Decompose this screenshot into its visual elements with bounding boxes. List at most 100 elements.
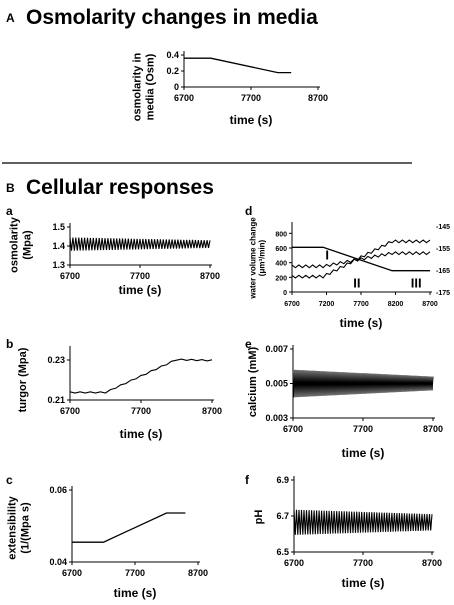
x-tick-label: 6700 [283, 424, 303, 434]
y-axis-label-line: (1/(Mpa s) [20, 502, 32, 554]
series-oscillation-0 [69, 358, 213, 394]
y-axis-label: water volume change(μm³/min) [249, 217, 267, 300]
x-tick-label: 8700 [422, 301, 438, 308]
y-tick-label: 0.04 [49, 557, 67, 567]
y-tick-label: 6.5 [276, 547, 289, 557]
panel-letter: a [6, 204, 13, 218]
chart-b-f: f 6.5 6.7 6.9 6700 7700 8700 time (s) pH [245, 473, 442, 590]
section-a-title: Osmolarity changes in media [26, 6, 318, 29]
x-axis-label: time (s) [114, 586, 157, 600]
x-tick-label: 8700 [422, 558, 442, 568]
x-axis-label: time (s) [119, 283, 162, 297]
charts: 0 0.2 0.4 6700 7700 8700 time (s) osmolarity in… [6, 50, 450, 600]
y-tick-label: 1.4 [52, 241, 65, 251]
y-tick-label: 6.7 [276, 511, 289, 521]
chart-b-b: b 0.21 0.23 6700 7700 8700 time (s) turgor (Mpa… [6, 337, 222, 441]
y-axis-label-line: turgor (Mpa) [17, 347, 29, 412]
x-axis-label: time (s) [120, 427, 163, 441]
panel-letter: f [245, 473, 250, 487]
annotation-label: I [325, 248, 329, 263]
panel-letter: b [6, 337, 13, 351]
y-axis-label: osmolarity inmedia (Osm) [132, 52, 157, 121]
x-tick-label: 8700 [308, 93, 328, 103]
y-axis-label: extensibility(1/(Mpa s) [7, 495, 32, 559]
y-axis-label: calcium (mM) [247, 347, 259, 418]
y-tick-label: 1.3 [52, 260, 65, 270]
y-tick-label: 800 [275, 231, 287, 238]
y2-tick-label: -155 [436, 246, 450, 253]
y-tick-label: 400 [275, 261, 287, 268]
chart-b-a: a 1.3 1.4 1.5 6700 7700 8700 time (s) osmolarity… [6, 204, 220, 297]
series-line-0 [292, 246, 430, 272]
series-oscillation-1 [291, 251, 431, 269]
series-line-0 [72, 512, 186, 543]
x-tick-label: 6700 [60, 271, 80, 281]
y-tick-label: 0.23 [47, 355, 65, 365]
y-tick-label: 0.005 [265, 379, 288, 389]
x-tick-label: 8700 [188, 568, 208, 578]
x-tick-label: 8200 [388, 301, 404, 308]
y-tick-label: 0.21 [47, 395, 65, 405]
x-tick-label: 6700 [174, 93, 194, 103]
y-tick-label: 0 [174, 82, 179, 92]
section-b-letter: B [6, 181, 15, 195]
y-tick-label: 600 [275, 246, 287, 253]
series-line-0 [184, 57, 292, 74]
chart-b-c: c 0.04 0.06 6700 7700 8700 time (s) extensibili… [6, 473, 208, 600]
y-tick-label: 0.003 [265, 413, 288, 423]
chart-b-d: d 0 200 400 600 800 6700 7200 7700 8200 8700 -145 -1… [245, 204, 450, 330]
x-tick-label: 8700 [200, 271, 220, 281]
x-tick-label: 6700 [284, 558, 304, 568]
x-tick-label: 7200 [319, 301, 335, 308]
y-axis-label-line: (μm³/min) [258, 239, 267, 276]
panel-letter: c [6, 473, 13, 487]
x-axis-label: time (s) [342, 576, 385, 590]
x-tick-label: 7700 [131, 406, 151, 416]
x-axis-label: time (s) [342, 446, 385, 460]
chart-a-top: 0 0.2 0.4 6700 7700 8700 time (s) osmolarity in… [132, 50, 329, 127]
y-tick-label: 0.007 [265, 344, 288, 354]
section-a-letter: A [6, 11, 15, 25]
x-tick-label: 7700 [353, 301, 369, 308]
y-axis-label-line: pH [253, 510, 265, 525]
y-axis-label-line: water volume change [249, 217, 258, 300]
x-tick-label: 6700 [284, 301, 300, 308]
x-tick-label: 6700 [62, 568, 82, 578]
y-axis-label-line: osmolarity in [132, 52, 144, 121]
panel-letter: e [245, 337, 252, 351]
annotation-label: III [411, 276, 422, 291]
y-axis-label-line: calcium (mM) [247, 347, 259, 418]
y-tick-label: 1.5 [52, 222, 65, 232]
section-b-title: Cellular responses [26, 176, 214, 199]
x-tick-label: 7700 [241, 93, 261, 103]
y-axis-label-line: media (Osm) [145, 53, 157, 120]
x-tick-label: 7700 [353, 424, 373, 434]
x-tick-label: 8700 [202, 406, 222, 416]
x-tick-label: 7700 [125, 568, 145, 578]
series-oscillation-0 [292, 369, 434, 398]
series-oscillation-0 [69, 237, 211, 251]
y-axis-label-line: extensibility [7, 495, 19, 559]
x-axis-label: time (s) [230, 113, 273, 127]
y-tick-label: 200 [275, 275, 287, 282]
annotation-label: II [353, 276, 360, 291]
y-axis-label-line: osmolarity [9, 216, 21, 273]
x-tick-label: 6700 [60, 406, 80, 416]
panel-letter: d [245, 204, 252, 218]
series-oscillation-2 [291, 239, 431, 279]
x-tick-label: 8700 [423, 424, 443, 434]
x-axis-label: time (s) [340, 316, 383, 330]
x-tick-label: 7700 [130, 271, 150, 281]
y-tick-label: 0 [283, 290, 287, 297]
y2-tick-label: -165 [436, 268, 450, 275]
y-tick-label: 0.2 [166, 66, 179, 76]
y-tick-label: 6.9 [276, 475, 289, 485]
x-tick-label: 7700 [353, 558, 373, 568]
y2-tick-label: -175 [436, 290, 450, 297]
series-oscillation-0 [293, 509, 433, 535]
y-axis-label-line: (Mpa) [22, 230, 34, 260]
y-axis-label: pH [253, 510, 265, 525]
chart-b-e: e 0.003 0.005 0.007 6700 7700 8700 time (s) calc… [245, 337, 443, 460]
y-tick-label: 0.4 [166, 50, 179, 60]
